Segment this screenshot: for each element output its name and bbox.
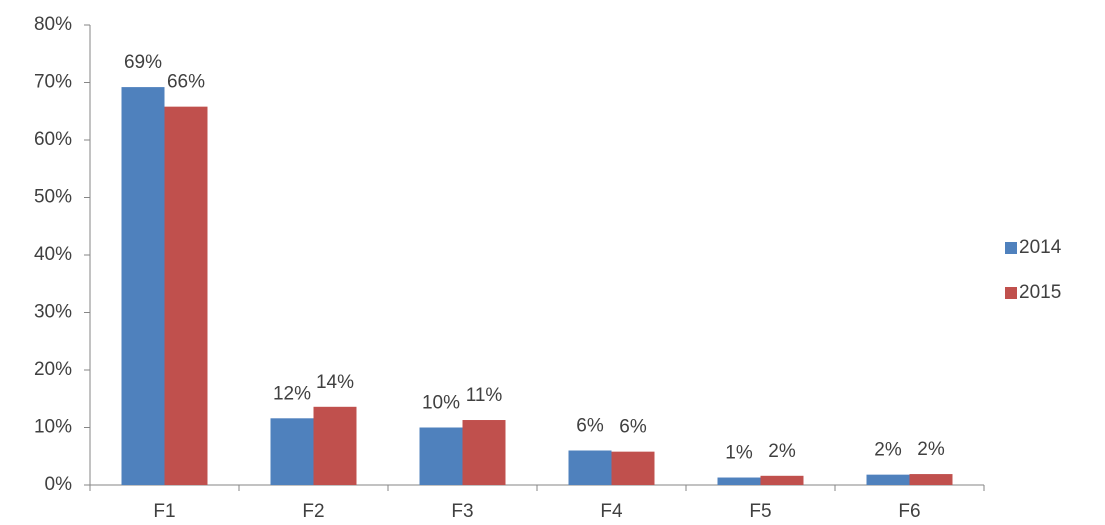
y-tick-label: 0%: [45, 474, 73, 495]
x-tick-label: F5: [749, 501, 771, 522]
legend-label: 2015: [1019, 282, 1061, 303]
legend-swatch: [1005, 287, 1017, 299]
x-tick-label: F3: [451, 501, 473, 522]
data-label: 2%: [917, 439, 945, 460]
data-label: 10%: [422, 393, 460, 414]
bar: [419, 427, 463, 485]
y-tick-label: 80%: [34, 14, 72, 35]
x-tick-label: F2: [302, 501, 324, 522]
data-label: 6%: [619, 417, 647, 438]
data-label: 14%: [316, 372, 354, 393]
bar: [121, 87, 165, 485]
bar: [568, 450, 612, 485]
bar: [866, 474, 910, 485]
data-label: 6%: [576, 416, 604, 437]
bar: [909, 474, 953, 485]
bar: [462, 420, 506, 485]
bar: [611, 451, 655, 485]
data-label: 2%: [874, 440, 902, 461]
data-label: 1%: [725, 443, 753, 464]
bar: [313, 406, 357, 485]
y-tick-label: 10%: [34, 417, 72, 438]
y-tick-label: 70%: [34, 72, 72, 93]
data-label: 2%: [768, 441, 796, 462]
bar: [164, 106, 208, 486]
data-label: 12%: [273, 383, 311, 404]
bar: [270, 418, 314, 485]
legend-swatch: [1005, 242, 1017, 254]
y-tick-label: 20%: [34, 359, 72, 380]
bar: [717, 477, 761, 485]
data-label: 66%: [167, 72, 205, 93]
data-label: 69%: [124, 52, 162, 73]
legend-label: 2014: [1019, 237, 1062, 258]
x-tick-label: F1: [153, 501, 175, 522]
data-label: 11%: [466, 385, 503, 406]
y-tick-label: 40%: [34, 244, 72, 265]
x-tick-label: F6: [898, 501, 920, 522]
y-tick-label: 60%: [34, 129, 72, 150]
bar: [760, 475, 804, 485]
y-tick-label: 30%: [34, 302, 72, 323]
x-tick-label: F4: [600, 501, 623, 522]
y-tick-label: 50%: [34, 187, 72, 208]
